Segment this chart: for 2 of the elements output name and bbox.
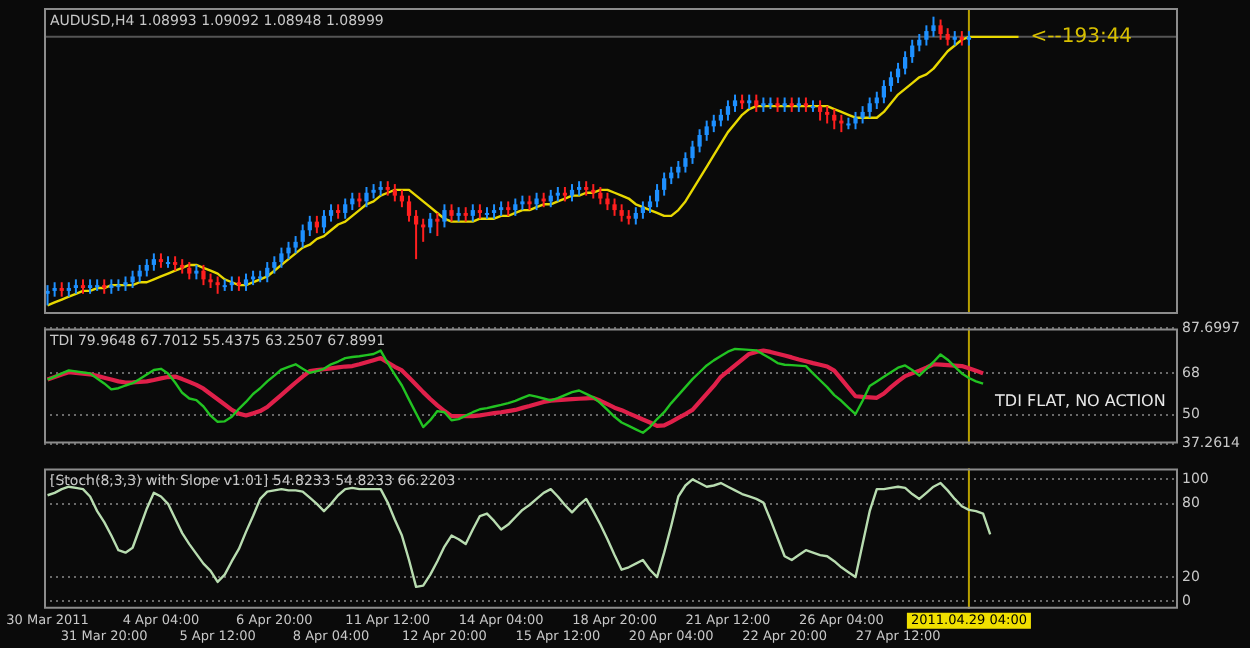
annotation: TDI FLAT, NO ACTION bbox=[993, 391, 1166, 410]
annotation: <--193:44 bbox=[1030, 26, 1133, 49]
